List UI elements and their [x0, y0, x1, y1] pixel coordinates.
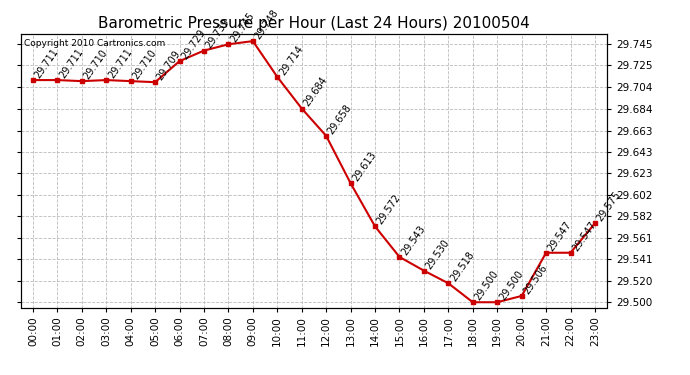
Text: 29.684: 29.684 — [302, 75, 329, 108]
Text: 29.711: 29.711 — [57, 46, 85, 80]
Text: 29.575: 29.575 — [595, 190, 623, 223]
Text: 29.739: 29.739 — [204, 17, 232, 51]
Text: 29.518: 29.518 — [448, 250, 476, 283]
Text: Copyright 2010 Cartronics.com: Copyright 2010 Cartronics.com — [23, 39, 165, 48]
Text: 29.748: 29.748 — [253, 8, 280, 41]
Text: 29.729: 29.729 — [179, 27, 207, 61]
Text: 29.710: 29.710 — [82, 48, 110, 81]
Text: 29.714: 29.714 — [277, 44, 305, 77]
Text: 29.530: 29.530 — [424, 237, 451, 271]
Text: 29.613: 29.613 — [351, 150, 378, 183]
Text: 29.500: 29.500 — [497, 269, 525, 302]
Text: 29.572: 29.572 — [375, 193, 403, 226]
Text: 29.506: 29.506 — [522, 262, 549, 296]
Text: 29.711: 29.711 — [106, 46, 134, 80]
Text: 29.711: 29.711 — [33, 46, 61, 80]
Text: 29.709: 29.709 — [155, 49, 183, 82]
Text: 29.547: 29.547 — [546, 219, 574, 253]
Title: Barometric Pressure per Hour (Last 24 Hours) 20100504: Barometric Pressure per Hour (Last 24 Ho… — [98, 16, 530, 31]
Text: 29.547: 29.547 — [571, 219, 598, 253]
Text: 29.710: 29.710 — [130, 48, 158, 81]
Text: 29.745: 29.745 — [228, 11, 256, 44]
Text: 29.500: 29.500 — [473, 269, 500, 302]
Text: 29.543: 29.543 — [400, 224, 427, 257]
Text: 29.658: 29.658 — [326, 102, 354, 136]
